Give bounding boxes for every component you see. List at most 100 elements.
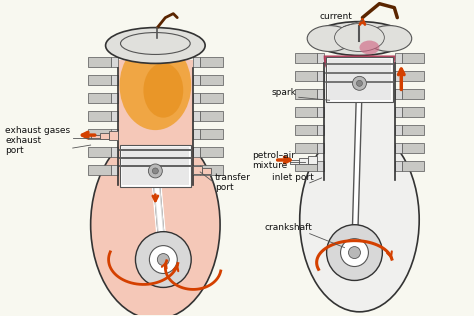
Text: exhaust gases: exhaust gases	[5, 126, 70, 135]
Ellipse shape	[367, 26, 412, 52]
Bar	[317, 53, 324, 64]
Ellipse shape	[300, 128, 419, 312]
Bar	[395, 161, 402, 171]
Bar	[110, 165, 118, 175]
Text: crankshaft: crankshaft	[265, 223, 313, 232]
Text: transfer: transfer	[215, 173, 251, 182]
Bar	[88, 111, 110, 121]
Text: current: current	[319, 12, 353, 21]
Bar	[193, 75, 200, 85]
Circle shape	[149, 246, 177, 273]
Circle shape	[327, 225, 383, 281]
Text: inlet port: inlet port	[272, 173, 314, 182]
Bar	[91, 135, 100, 138]
Bar	[317, 143, 324, 153]
Bar	[402, 143, 424, 153]
Bar	[317, 125, 324, 135]
Bar	[200, 165, 223, 175]
Bar	[317, 161, 324, 171]
Bar	[193, 165, 200, 175]
Bar	[88, 75, 110, 85]
Bar	[88, 58, 110, 67]
Ellipse shape	[144, 63, 183, 118]
Text: port: port	[215, 183, 234, 192]
Bar	[200, 75, 223, 85]
Bar	[317, 71, 324, 81]
Bar	[395, 71, 402, 81]
Text: mixture: mixture	[252, 161, 287, 170]
Ellipse shape	[91, 130, 220, 316]
Bar	[317, 107, 324, 117]
Bar	[200, 111, 223, 121]
Circle shape	[348, 246, 360, 258]
Bar	[200, 129, 223, 139]
Circle shape	[148, 164, 162, 178]
Bar	[326, 58, 393, 102]
Circle shape	[152, 168, 158, 174]
Ellipse shape	[119, 40, 191, 130]
Bar	[299, 158, 308, 164]
Text: exhaust: exhaust	[5, 136, 41, 145]
Bar	[395, 53, 402, 64]
Bar	[110, 147, 118, 157]
Bar	[295, 161, 317, 171]
Bar	[200, 147, 223, 157]
Circle shape	[340, 239, 368, 266]
Bar	[290, 160, 299, 164]
Bar	[308, 156, 317, 164]
Text: spark: spark	[272, 88, 297, 97]
Bar	[395, 125, 402, 135]
Bar	[193, 129, 200, 139]
Bar	[402, 71, 424, 81]
Bar	[395, 89, 402, 99]
Bar	[402, 107, 424, 117]
Ellipse shape	[359, 40, 379, 54]
Ellipse shape	[120, 33, 190, 54]
Bar	[193, 111, 200, 121]
Circle shape	[157, 253, 169, 265]
Bar	[110, 75, 118, 85]
Bar	[100, 133, 109, 139]
Bar	[317, 89, 324, 99]
Circle shape	[353, 76, 366, 90]
Bar	[109, 131, 118, 140]
Bar	[110, 129, 118, 139]
Bar	[88, 129, 110, 139]
Bar	[402, 53, 424, 64]
Bar	[88, 93, 110, 103]
Bar	[402, 125, 424, 135]
Bar	[88, 165, 110, 175]
Bar	[295, 71, 317, 81]
Bar	[193, 166, 202, 174]
Ellipse shape	[307, 26, 352, 52]
Bar	[200, 93, 223, 103]
Bar	[324, 60, 395, 180]
Bar	[193, 58, 200, 67]
Bar	[295, 125, 317, 135]
Ellipse shape	[106, 27, 205, 64]
Bar	[200, 58, 223, 67]
Bar	[202, 168, 211, 174]
Bar	[110, 111, 118, 121]
Text: port: port	[5, 146, 24, 155]
Bar	[110, 58, 118, 67]
Bar	[395, 143, 402, 153]
Bar	[295, 89, 317, 99]
Ellipse shape	[312, 21, 407, 55]
Bar	[402, 161, 424, 171]
Bar	[295, 107, 317, 117]
Bar	[402, 89, 424, 99]
Bar	[119, 145, 191, 187]
Bar	[121, 147, 189, 185]
Bar	[328, 59, 392, 100]
Wedge shape	[324, 55, 395, 91]
Text: petrol–air: petrol–air	[252, 151, 295, 160]
Bar	[110, 93, 118, 103]
Bar	[193, 147, 200, 157]
Circle shape	[356, 80, 363, 86]
Bar	[295, 53, 317, 64]
Ellipse shape	[335, 24, 384, 52]
Bar	[88, 147, 110, 157]
Circle shape	[136, 232, 191, 288]
Bar	[395, 107, 402, 117]
